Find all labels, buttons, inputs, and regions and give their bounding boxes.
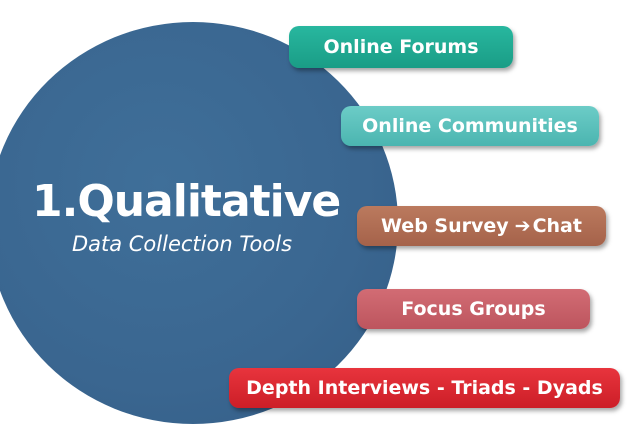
tool-depth-interviews-label: Depth Interviews - Triads - Dyads	[246, 377, 603, 399]
tool-chat-label: Chat	[532, 215, 582, 237]
circle-subtitle: Data Collection Tools	[71, 232, 293, 256]
tool-online-forums-label: Online Forums	[323, 36, 479, 58]
circle-title: 1.Qualitative	[32, 176, 341, 227]
right-arrow-icon: ➔	[514, 215, 531, 237]
tool-online-forums: Online Forums	[289, 26, 513, 68]
qualitative-circle	[0, 22, 398, 424]
tool-online-communities-label: Online Communities	[362, 115, 578, 137]
tool-focus-groups-label: Focus Groups	[401, 298, 546, 320]
tool-web-survey-chat: Web Survey ➔ Chat	[357, 206, 606, 246]
tool-focus-groups: Focus Groups	[357, 289, 590, 329]
tool-web-survey-label: Web Survey	[381, 215, 509, 237]
tool-depth-interviews: Depth Interviews - Triads - Dyads	[229, 368, 620, 408]
tool-online-communities: Online Communities	[341, 106, 599, 146]
